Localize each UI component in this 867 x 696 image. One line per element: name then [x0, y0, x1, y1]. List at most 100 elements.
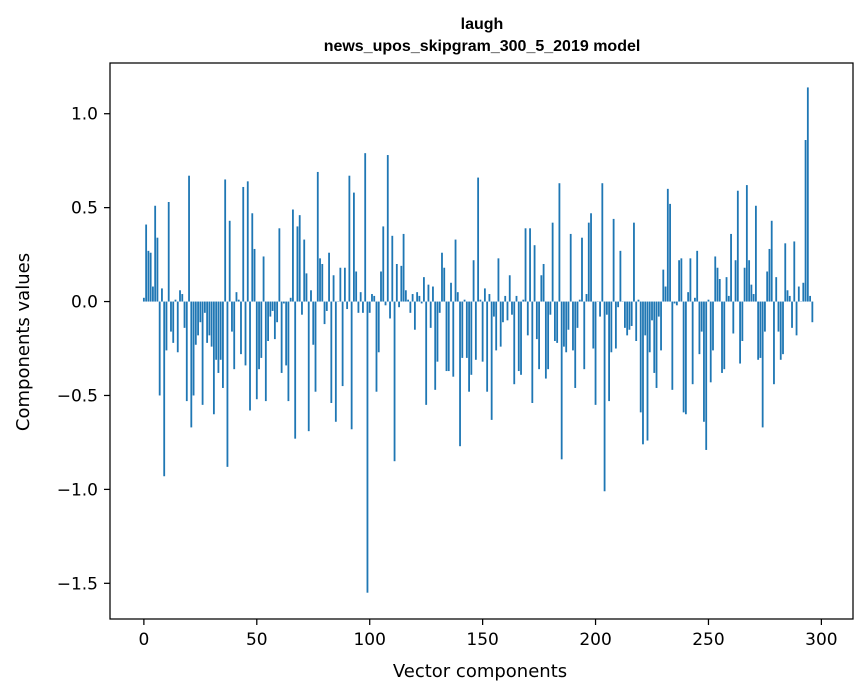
- x-axis-ticks: 0 50 100 150 200 250 300: [138, 619, 838, 650]
- bar: [644, 301, 647, 336]
- bar: [194, 301, 197, 345]
- bar: [538, 301, 540, 370]
- bar: [165, 301, 168, 351]
- bar: [745, 185, 748, 302]
- bar: [757, 301, 760, 360]
- bar: [262, 256, 265, 302]
- bar: [364, 153, 367, 302]
- bar: [258, 301, 260, 370]
- bar: [170, 301, 172, 332]
- bar: [231, 301, 233, 332]
- y-tick-label: 0.5: [71, 199, 98, 219]
- bar: [206, 301, 209, 343]
- x-axis-label: Vector components: [393, 661, 567, 682]
- bar: [806, 87, 809, 302]
- bar: [282, 301, 285, 304]
- bar: [400, 265, 403, 302]
- bar: [362, 301, 364, 313]
- bar: [574, 301, 577, 388]
- bar: [368, 301, 371, 313]
- bar: [730, 233, 732, 302]
- bar: [395, 263, 398, 302]
- bar: [179, 290, 181, 302]
- bar: [163, 301, 166, 477]
- bar: [477, 177, 480, 302]
- bar: [456, 292, 459, 302]
- bar: [292, 209, 294, 302]
- bar: [497, 258, 500, 302]
- x-tick-label: 150: [466, 630, 498, 650]
- bar: [219, 301, 222, 360]
- bar: [779, 301, 782, 360]
- bar: [660, 301, 662, 351]
- x-tick-label: 300: [805, 630, 837, 650]
- bar: [389, 301, 391, 319]
- bar-series: [142, 87, 814, 593]
- x-tick-label: 250: [692, 630, 724, 650]
- bar: [522, 299, 525, 302]
- bar: [533, 245, 536, 302]
- bar: [215, 301, 218, 360]
- x-tick-label: 50: [246, 630, 268, 650]
- y-axis-ticks: −1.5 −1.0 −0.5 0.0 0.5 1.0: [57, 105, 110, 594]
- bar: [235, 292, 238, 302]
- bar: [474, 301, 477, 360]
- bar: [549, 301, 552, 315]
- bar: [581, 237, 583, 302]
- bar: [452, 301, 455, 377]
- bar: [301, 301, 303, 315]
- bar: [495, 301, 498, 351]
- bar: [689, 258, 692, 302]
- bar: [784, 243, 787, 302]
- y-axis-label: Components values: [13, 253, 34, 431]
- bar: [425, 301, 428, 405]
- bar: [675, 301, 678, 306]
- bar: [246, 181, 249, 302]
- bar: [703, 301, 705, 422]
- bar: [377, 301, 380, 353]
- bar: [608, 301, 610, 402]
- bar: [786, 290, 789, 302]
- bar: [502, 301, 504, 323]
- bar: [384, 301, 387, 306]
- bar: [142, 297, 145, 302]
- bar: [298, 215, 301, 302]
- bar: [709, 301, 712, 383]
- bar: [563, 301, 565, 347]
- bar: [553, 301, 556, 341]
- bar: [319, 258, 321, 302]
- bar: [759, 301, 762, 358]
- bar: [154, 205, 157, 302]
- bar: [188, 175, 190, 302]
- bar: [578, 299, 581, 302]
- bar: [585, 294, 588, 302]
- bar: [454, 239, 457, 302]
- bar: [366, 301, 369, 593]
- bar: [341, 301, 344, 387]
- bar: [296, 226, 299, 302]
- bar: [269, 301, 272, 317]
- bar: [145, 224, 148, 302]
- bar: [321, 263, 324, 302]
- bar: [481, 301, 484, 362]
- bar: [253, 248, 256, 302]
- bar: [698, 301, 701, 355]
- bar: [633, 222, 635, 302]
- bar: [359, 292, 362, 302]
- bar: [565, 301, 568, 353]
- bar: [569, 233, 572, 302]
- bar: [427, 284, 430, 302]
- bar: [212, 301, 215, 415]
- bar: [542, 263, 545, 302]
- bar: [700, 301, 703, 332]
- bar: [535, 301, 538, 340]
- bar: [544, 301, 547, 379]
- bar: [208, 301, 211, 336]
- bar: [210, 301, 213, 347]
- bar: [777, 301, 780, 332]
- bar: [436, 301, 439, 362]
- bar: [567, 301, 570, 330]
- bar: [680, 258, 683, 302]
- bar: [152, 286, 154, 302]
